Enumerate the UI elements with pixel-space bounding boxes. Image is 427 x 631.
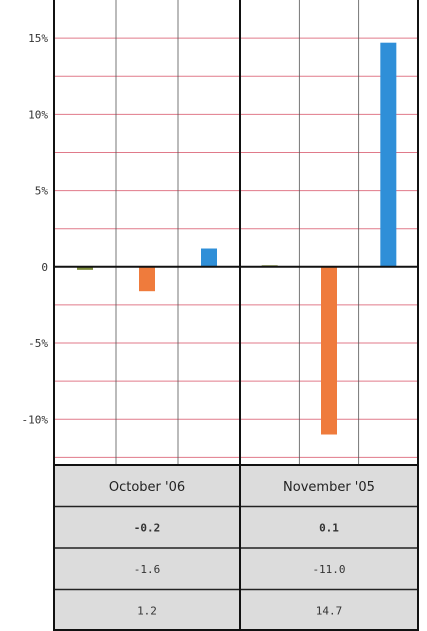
y-tick-label: -10% xyxy=(22,413,49,426)
table-header-label: November '05 xyxy=(283,480,375,495)
table-cell: -0.2 xyxy=(134,521,161,534)
table-cell: -11.0 xyxy=(312,563,345,576)
table-cell: 14.7 xyxy=(316,604,343,617)
y-tick-label: 10% xyxy=(28,108,48,121)
bar xyxy=(321,266,337,435)
bar xyxy=(139,266,155,292)
y-tick-label: -5% xyxy=(28,337,48,350)
bar xyxy=(77,266,93,270)
y-tick-label: 0 xyxy=(41,261,48,274)
table-header-label: October '06 xyxy=(109,480,185,495)
table-cell: 1.2 xyxy=(137,604,157,617)
y-tick-label: 5% xyxy=(35,185,49,198)
bar xyxy=(380,42,397,267)
table-cell: -1.6 xyxy=(134,563,161,576)
y-tick-label: 15% xyxy=(28,32,48,45)
bar xyxy=(201,248,217,267)
table-cell: 0.1 xyxy=(319,521,339,534)
